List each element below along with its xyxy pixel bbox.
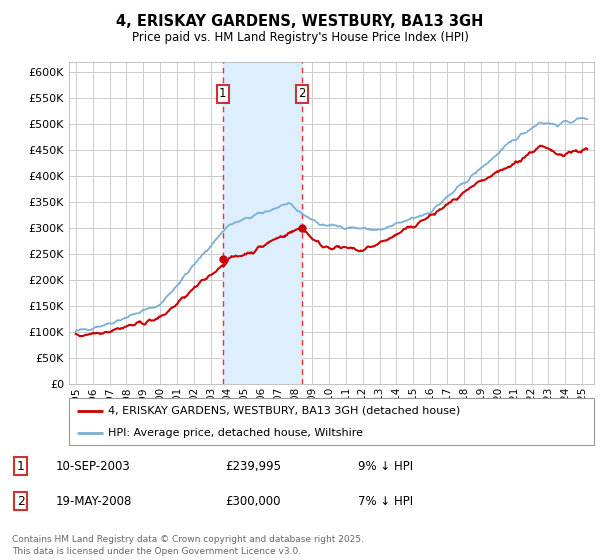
Text: 19-MAY-2008: 19-MAY-2008	[55, 494, 131, 508]
Text: 2: 2	[17, 494, 25, 508]
Text: £239,995: £239,995	[225, 460, 281, 473]
Text: 4, ERISKAY GARDENS, WESTBURY, BA13 3GH: 4, ERISKAY GARDENS, WESTBURY, BA13 3GH	[116, 14, 484, 29]
FancyBboxPatch shape	[69, 398, 594, 445]
Text: 2: 2	[298, 87, 305, 100]
Text: 1: 1	[219, 87, 226, 100]
Text: 10-SEP-2003: 10-SEP-2003	[55, 460, 130, 473]
Text: 4, ERISKAY GARDENS, WESTBURY, BA13 3GH (detached house): 4, ERISKAY GARDENS, WESTBURY, BA13 3GH (…	[109, 406, 461, 416]
Text: £300,000: £300,000	[225, 494, 281, 508]
Text: Contains HM Land Registry data © Crown copyright and database right 2025.
This d: Contains HM Land Registry data © Crown c…	[12, 535, 364, 556]
Text: HPI: Average price, detached house, Wiltshire: HPI: Average price, detached house, Wilt…	[109, 428, 364, 438]
Text: 1: 1	[17, 460, 25, 473]
Text: Price paid vs. HM Land Registry's House Price Index (HPI): Price paid vs. HM Land Registry's House …	[131, 31, 469, 44]
Text: 9% ↓ HPI: 9% ↓ HPI	[358, 460, 413, 473]
Bar	[223, 62, 302, 384]
Text: 7% ↓ HPI: 7% ↓ HPI	[358, 494, 413, 508]
